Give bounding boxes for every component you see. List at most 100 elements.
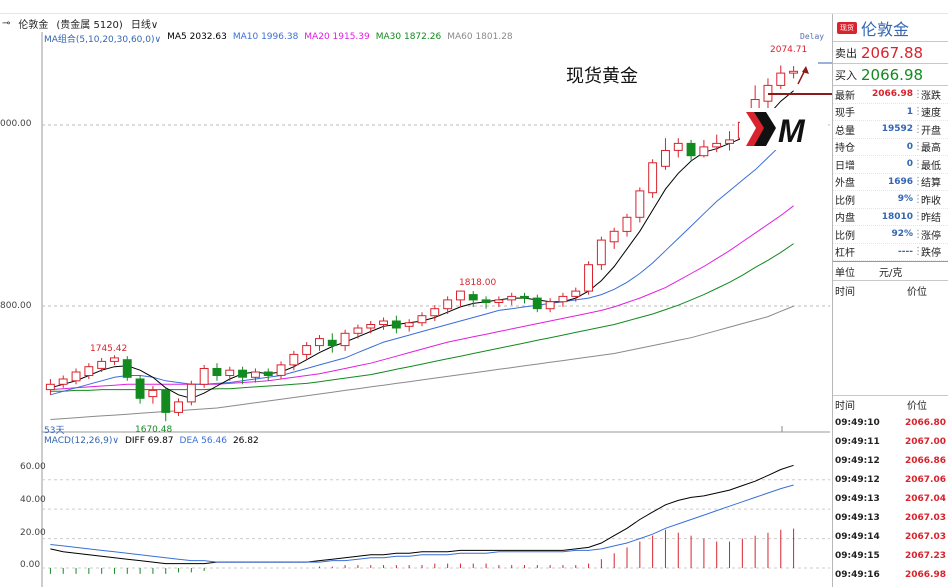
- macd-dea-label: DEA 56.46: [179, 436, 227, 446]
- candle-up: [571, 290, 581, 297]
- candle-up: [174, 401, 184, 413]
- stat-separator: ⋮: [913, 176, 923, 188]
- ticks-list[interactable]: 09:49:10 2066.80 09:49:11 2067.00 09:49:12 20…: [833, 413, 948, 584]
- stat-label: 内盘: [835, 213, 855, 225]
- macd-value-label: 26.82: [232, 436, 259, 446]
- candle-down: [468, 294, 478, 301]
- stat-value: 2066.98: [872, 89, 913, 100]
- stat-label-2: 跌停: [921, 248, 941, 260]
- instrument-group: (贵金属 5120): [56, 19, 123, 31]
- price-axis-label: 800.00: [0, 301, 32, 311]
- stat-label: 日增: [835, 160, 855, 172]
- macd-axis-label: 40.00: [20, 495, 46, 505]
- quote-instrument-name: 伦敦金: [861, 19, 910, 39]
- stat-value: 9%: [897, 194, 913, 205]
- candle-up: [430, 308, 440, 317]
- candle-up: [507, 295, 517, 301]
- stats-table: 最新 2066.98 ⋮ 涨跌 现手 1 ⋮ 速度 总量 19592 ⋮ 开盘 持仓 0 ⋮ 最高 日增 0 ⋮ 最低…: [833, 86, 948, 261]
- candle-up: [110, 357, 119, 362]
- price-header: 价位: [907, 401, 927, 412]
- candle-up: [699, 146, 709, 157]
- candle-up: [84, 366, 94, 377]
- stat-separator: ⋮: [913, 228, 923, 240]
- stat-row: 现手 1 ⋮ 速度: [833, 104, 948, 121]
- stat-value: 19592: [881, 124, 913, 135]
- ma10-line: [50, 134, 794, 396]
- macd-legend: MACD(12,26,9)∨ DIFF 69.87 DEA 56.46 26.8…: [44, 436, 259, 446]
- candle-down: [686, 142, 696, 157]
- tick-price: 2066.98: [905, 569, 946, 580]
- macd-axis-label: 60.00: [20, 462, 46, 472]
- candle-up: [379, 320, 389, 325]
- candle-up: [596, 239, 606, 266]
- stat-label-2: 速度: [921, 108, 941, 120]
- link-icon[interactable]: ⊸: [2, 17, 11, 29]
- annotation-high-left: 1745.42: [90, 344, 128, 354]
- stat-row: 比例 9% ⋮ 昨收: [833, 191, 948, 209]
- tick-row: 09:49:15 2067.23: [833, 546, 948, 565]
- macd-diff-line: [50, 464, 794, 565]
- candle-up: [186, 383, 196, 403]
- candle-up: [584, 264, 593, 292]
- stat-label: 现手: [835, 108, 855, 120]
- unit-label: 单位: [835, 267, 855, 279]
- stat-separator: ⋮: [913, 123, 923, 135]
- tick-time: 09:49:12: [835, 455, 880, 466]
- chart-toolbar: ⊸ 伦敦金 (贵金属 5120) 日线∨: [0, 14, 830, 32]
- stat-value: 92%: [891, 229, 913, 240]
- macd-indicator-name[interactable]: MACD(12,26,9)∨: [44, 436, 119, 446]
- candle-up: [648, 162, 658, 194]
- stat-value: ----: [898, 246, 913, 257]
- tick-price: 2067.04: [905, 493, 946, 504]
- sell-row[interactable]: 卖出 2067.88: [833, 42, 948, 64]
- ma20-label: MA20 1915.39: [304, 32, 370, 42]
- price-axis-label: 000.00: [0, 119, 32, 129]
- instrument-name[interactable]: 伦敦金: [18, 19, 49, 31]
- candle-up: [404, 322, 414, 327]
- quote-panel: 现货 伦敦金 卖出 2067.88 买入 2066.98 最新 2066.98 ⋮ 涨…: [832, 14, 948, 587]
- tick-time: 09:49:13: [835, 512, 880, 523]
- candle-down: [532, 297, 542, 310]
- stat-label-2: 昨收: [921, 195, 941, 207]
- tick-time: 09:49:16: [835, 569, 880, 580]
- stat-row: 持仓 0 ⋮ 最高: [833, 139, 948, 156]
- stat-separator: ⋮: [913, 158, 923, 170]
- tick-row: 09:49:13 2067.03: [833, 508, 948, 527]
- stat-separator: ⋮: [913, 246, 923, 258]
- stat-label-2: 昨结: [921, 213, 941, 225]
- tick-row: 09:49:16 2066.98: [833, 565, 948, 584]
- stat-row: 内盘 18010 ⋮ 昨结: [833, 209, 948, 226]
- ma-indicator-name[interactable]: MA组合(5,10,20,30,60,0)∨: [44, 35, 162, 45]
- stat-value: 0: [906, 141, 913, 152]
- tick-price: 2067.03: [905, 512, 946, 523]
- candle-up: [417, 315, 427, 324]
- macd-axis-label: 0.00: [20, 560, 41, 570]
- period-selector[interactable]: 日线∨: [130, 19, 159, 31]
- ma60-label: MA60 1801.28: [447, 32, 513, 42]
- stat-label: 杠杆: [835, 248, 855, 260]
- tick-row: 09:49:10 2066.80: [833, 413, 948, 432]
- candle-down: [520, 295, 529, 299]
- tick-time: 09:49:12: [835, 474, 880, 485]
- candle-up: [340, 332, 350, 347]
- stat-label: 比例: [835, 230, 855, 242]
- stat-value: 1: [906, 106, 913, 117]
- buy-row[interactable]: 买入 2066.98: [833, 64, 948, 86]
- ma30-label: MA30 1872.26: [375, 32, 442, 42]
- candle-up: [353, 327, 363, 334]
- tick-row: 09:49:12 2066.86: [833, 451, 948, 470]
- candle-up: [225, 369, 235, 377]
- ma5-line: [50, 90, 794, 399]
- tick-row: 09:49:13 2067.04: [833, 489, 948, 508]
- stat-separator: ⋮: [913, 141, 923, 153]
- chevron-down-icon: ∨: [154, 35, 162, 45]
- stat-label: 外盘: [835, 178, 855, 190]
- tick-row: 09:49:12 2067.06: [833, 470, 948, 489]
- price-header: 价位: [907, 286, 927, 298]
- candle-up: [148, 389, 158, 398]
- candle-up: [725, 139, 734, 144]
- chevron-down-icon: ∨: [150, 19, 159, 31]
- buy-label: 买入: [835, 68, 857, 82]
- candle-down: [161, 389, 171, 413]
- price-chart[interactable]: [0, 0, 832, 587]
